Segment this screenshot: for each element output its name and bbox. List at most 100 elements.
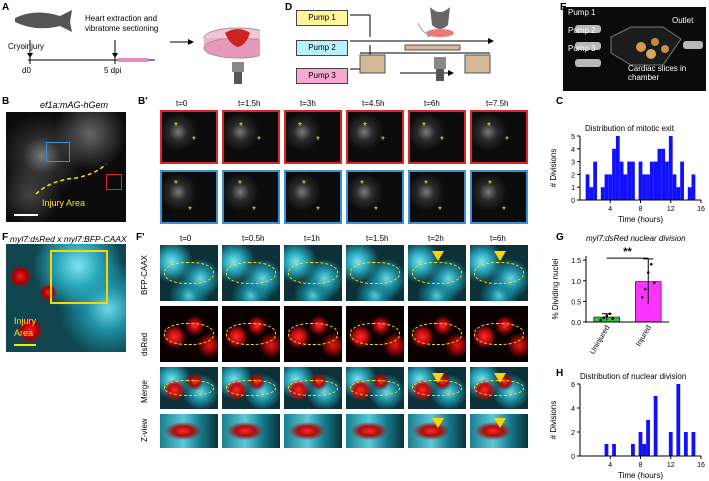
data-point (608, 312, 612, 316)
fp-cell-dsred (284, 306, 342, 362)
fp-cell-merge (470, 367, 528, 409)
histogram-bar (676, 384, 681, 456)
fp-cell-bfp-caax (470, 245, 528, 301)
bp-blue-frame: * * (346, 170, 404, 224)
panel-fp-letter: F' (136, 232, 145, 243)
panel-bp-letter: B' (138, 96, 148, 107)
blue-roi-box (46, 142, 70, 162)
histogram-bar (631, 161, 635, 200)
yellow-arrowhead-icon (494, 373, 506, 383)
dashed-outline (350, 322, 400, 346)
histogram-bar (638, 432, 643, 456)
bp-time-label: t=0 (176, 99, 188, 108)
fp-cell-dsred (470, 306, 528, 362)
scale-bar (14, 214, 38, 216)
histogram-bar (691, 174, 696, 200)
fp-cell-bfp-caax (222, 245, 280, 301)
star-marker: * (424, 179, 428, 190)
data-point (646, 271, 650, 274)
fp-time-label: t=1.5h (366, 234, 389, 243)
fp-time-label: t=2h (428, 234, 444, 243)
x-tick-label: 8 (639, 206, 643, 213)
fp-cell-bfp-caax (408, 245, 466, 301)
yellow-arrowhead-icon (432, 373, 444, 383)
star-marker: * (298, 121, 302, 132)
fp-time-label: t=0 (180, 234, 192, 243)
dashed-outline (226, 322, 276, 346)
dashed-outline (288, 261, 338, 285)
bp-red-frame: * * (284, 110, 342, 164)
x-axis-label: Time (hours) (618, 215, 663, 224)
area-label: Area (14, 328, 34, 338)
category-label: Uninjured (588, 324, 612, 356)
bp-blue-frame: * * (408, 170, 466, 224)
y-tick-label: 6 (571, 382, 575, 389)
histogram-bar (653, 161, 658, 200)
chart-g-title: myl7:dsRed nuclear division (586, 234, 686, 243)
fp-cell-dsred (346, 306, 404, 362)
star-marker: * (257, 135, 261, 146)
star-marker: * (381, 135, 385, 146)
data-point (599, 318, 603, 322)
star-marker: * (239, 121, 243, 132)
y-tick-label: 4 (571, 406, 575, 413)
yellow-roi-box (50, 250, 108, 304)
panel-h-letter: H (556, 368, 564, 379)
y-tick-label: 2 (571, 430, 575, 437)
chart-h: 0 2 4 6 4 8 12 16 Time (hours) # Divisions (549, 382, 705, 480)
histogram-bar (657, 148, 662, 200)
histogram-bar (687, 187, 692, 200)
bp-blue-frame: * * (284, 170, 342, 224)
histogram-bar (608, 174, 613, 200)
panel-d-letter: D (285, 2, 293, 13)
dashed-outline (164, 379, 214, 397)
fp-cell-dsred (408, 306, 466, 362)
y-tick-label: 5 (571, 134, 575, 141)
outlet-label: Outlet (672, 16, 694, 25)
star-marker: * (488, 179, 492, 190)
dashed-outline (226, 379, 276, 397)
yellow-arrowhead-icon (432, 251, 444, 261)
fp-cell-merge (284, 367, 342, 409)
histogram-bar (631, 444, 635, 456)
histogram-bar (612, 444, 616, 456)
star-marker: * (438, 205, 442, 216)
star-marker: * (487, 121, 491, 132)
panel-f-letter: F (2, 232, 9, 243)
star-marker: * (302, 179, 306, 190)
bp-red-frame: * * (160, 110, 218, 164)
histogram-bar (646, 174, 650, 200)
fp-row-label: Merge (140, 380, 149, 403)
panel-c-letter: C (556, 96, 564, 107)
histogram-bar (604, 174, 609, 200)
y-tick-label: 3 (571, 160, 575, 167)
panel-g-letter: G (556, 232, 564, 243)
data-point (605, 314, 609, 318)
dpi-label: 5 dpi (104, 66, 122, 75)
histogram-bar (683, 432, 688, 456)
fp-cell-z-view (346, 414, 404, 448)
x-tick-label: 16 (697, 462, 705, 469)
y-tick-label: 4 (571, 147, 575, 154)
d0-label: d0 (22, 66, 31, 75)
star-marker: * (252, 205, 256, 216)
significance-label: ** (623, 246, 632, 258)
y-tick-label: 0 (571, 198, 575, 205)
bp-time-label: t=1.5h (238, 99, 261, 108)
star-marker: * (188, 205, 192, 216)
fp-cell-z-view (222, 414, 280, 448)
data-point (649, 262, 653, 266)
zebrafish-icon (15, 10, 72, 32)
fp-cell-bfp-caax (284, 245, 342, 301)
x-tick-label: 4 (608, 462, 612, 469)
dashed-outline (288, 379, 338, 397)
y-axis-label: # Divisions (549, 401, 558, 440)
pump-1-box: Pump 1 (296, 10, 348, 26)
x-axis-label: Time (hours) (618, 471, 663, 480)
histogram-bar (627, 161, 632, 200)
bp-time-label: t=3h (300, 99, 316, 108)
histogram-bar (661, 148, 666, 200)
chamber-photo (563, 7, 706, 91)
dashed-outline (412, 322, 462, 346)
fp-cell-dsred (222, 306, 280, 362)
